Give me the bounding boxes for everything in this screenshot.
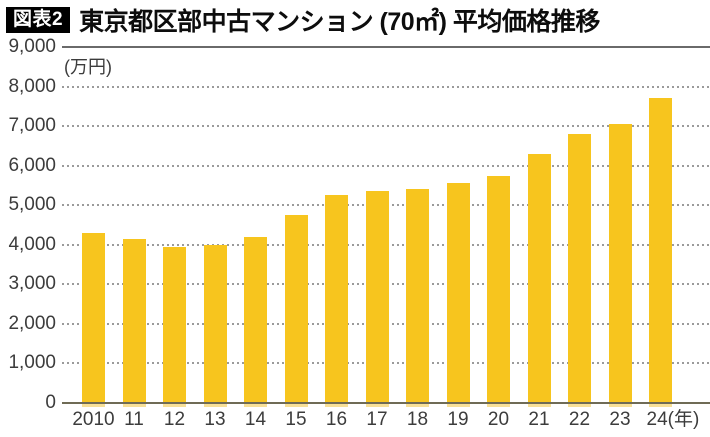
x-axis-label: 11 (124, 409, 144, 430)
figure-header: 図表2 東京都区部中古マンション (70㎡) 平均価格推移 (6, 5, 600, 36)
bar (325, 195, 348, 407)
gridline (62, 85, 710, 88)
x-axis-label: 24(年) (646, 409, 700, 430)
x-axis-label: 22 (568, 409, 591, 430)
y-axis-label: 4,000 (8, 233, 56, 255)
y-axis-label: 6,000 (8, 154, 56, 176)
gridline (62, 164, 710, 167)
x-axis-label: 23 (609, 409, 631, 430)
figure-title: 東京都区部中古マンション (70㎡) 平均価格推移 (79, 8, 600, 36)
y-axis-label: 8,000 (8, 75, 56, 97)
bar (244, 236, 267, 407)
x-axis-label: 18 (406, 409, 429, 430)
y-axis-label: 3,000 (8, 273, 56, 295)
top-gridline (62, 46, 710, 48)
y-axis-label: 0 (45, 392, 56, 413)
x-axis-label: 20 (487, 409, 510, 430)
x-axis-label: 14 (244, 409, 267, 430)
bar (649, 98, 672, 407)
x-axis-label: 13 (204, 409, 226, 430)
bar (122, 238, 146, 407)
y-axis-unit-label: (万円) (64, 57, 112, 77)
bar (487, 175, 510, 407)
y-axis-label: 9,000 (8, 36, 56, 57)
x-axis-line (62, 402, 710, 404)
gridline (62, 125, 710, 128)
figure-number-badge: 図表2 (6, 7, 71, 33)
y-axis-label: 2,000 (8, 312, 56, 334)
x-axis-label: 21 (528, 409, 550, 430)
bar (446, 183, 470, 407)
bar (568, 134, 591, 407)
bar (284, 215, 308, 407)
bar (365, 191, 389, 407)
x-axis-label: 19 (447, 409, 469, 430)
x-axis-label: 15 (285, 409, 307, 430)
y-axis-label: 5,000 (8, 194, 56, 216)
bar (82, 232, 105, 407)
bar (608, 124, 632, 407)
y-axis-label: 1,000 (8, 352, 56, 374)
x-axis-label: 2010 (72, 409, 115, 430)
bar (163, 246, 186, 407)
bar (406, 189, 429, 407)
bar (527, 153, 551, 407)
x-axis-label: 12 (163, 409, 186, 430)
x-axis-label: 17 (366, 409, 388, 430)
y-axis-label: 7,000 (8, 115, 56, 137)
x-axis-label: 16 (325, 409, 348, 430)
bar (203, 244, 227, 407)
